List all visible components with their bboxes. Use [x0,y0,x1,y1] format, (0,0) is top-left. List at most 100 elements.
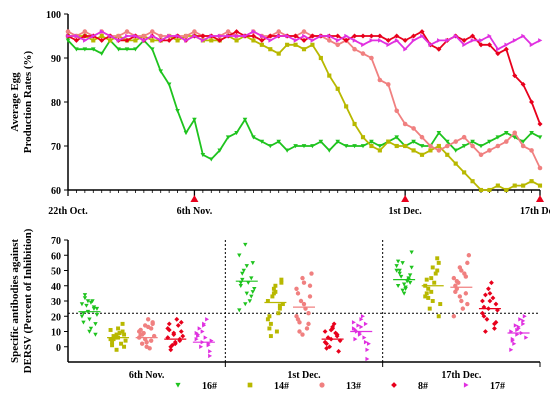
dot-14# [423,294,428,299]
dot-16# [409,250,414,255]
dot-17# [200,329,205,334]
point-16# [470,139,475,144]
dot-13# [309,271,314,276]
dot-8# [493,301,499,307]
point-13# [158,33,164,39]
point-16# [487,139,492,144]
dot-13# [306,311,311,316]
dot-14# [277,303,282,308]
point-13# [495,143,501,149]
point-13# [360,51,366,56]
point-8# [124,37,130,43]
point-14# [394,143,399,149]
point-16# [175,108,180,114]
point-8# [495,51,501,57]
point-17# [394,38,400,43]
point-8# [301,37,307,43]
point-14# [327,73,332,78]
dot-8# [483,292,488,298]
dot-13# [463,291,469,296]
point-13# [82,29,88,34]
legend-label-13#: 13# [346,381,361,392]
point-8# [377,33,383,39]
point-13# [369,55,374,61]
point-17# [217,33,223,39]
point-16# [149,47,155,52]
dot-8# [492,326,497,331]
point-8# [512,73,518,79]
dot-8# [333,330,339,336]
dot-14# [271,286,276,291]
dot-17# [196,333,201,339]
legend-label-8#: 8# [418,381,428,392]
dot-8# [322,339,328,345]
point-16# [82,47,88,52]
point-14# [209,38,214,43]
point-17# [99,29,105,34]
point-17# [403,46,408,52]
dot-8# [324,345,330,351]
dot-8# [483,329,488,334]
dot-14# [122,332,127,337]
dot-17# [359,324,364,330]
point-17# [378,38,383,43]
point-13# [537,165,543,171]
point-8# [385,37,391,43]
point-16# [335,139,341,144]
point-17# [209,33,214,39]
point-17# [91,33,96,39]
point-13# [529,148,534,153]
dot-13# [298,298,304,304]
dot-14# [432,280,437,285]
dot-17# [199,344,204,349]
point-13# [470,143,475,149]
point-14# [369,143,374,149]
point-14# [470,179,475,184]
dot-16# [82,293,88,298]
point-13# [444,143,450,149]
point-14# [403,143,408,149]
dot-17# [524,335,529,340]
point-14# [453,161,458,166]
dot-8# [172,341,178,347]
dot-17# [521,321,526,327]
point-8# [82,33,88,39]
dot-14# [276,311,281,316]
bottom-x-tick-label: 17th Dec. [441,370,481,381]
dot-14# [117,331,122,336]
point-16# [74,47,79,52]
dot-14# [436,260,441,265]
dot-16# [249,294,254,299]
dot-17# [360,314,365,319]
legend-label-17#: 17# [490,381,505,392]
dot-13# [306,321,311,327]
dot-17# [194,330,199,336]
point-13# [352,46,357,52]
point-13# [453,139,459,144]
dot-8# [174,316,180,322]
point-17# [133,33,138,39]
point-17# [192,33,197,39]
dot-13# [463,274,469,279]
dot-14# [424,291,429,296]
dot-13# [150,320,155,325]
dot-17# [194,336,199,342]
bottom-y-tick-label: 50 [51,267,61,278]
point-8# [166,37,172,43]
dot-13# [465,260,470,266]
point-14# [411,148,416,153]
dot-16# [238,283,243,288]
point-14# [386,139,391,144]
dot-8# [324,341,330,347]
point-16# [65,38,71,43]
point-14# [495,183,500,188]
dot-17# [353,336,358,342]
dot-13# [139,332,145,337]
point-8# [529,99,535,105]
dot-8# [480,310,485,316]
dot-17# [205,317,210,322]
dot-16# [82,296,88,301]
point-17# [512,38,518,43]
point-8# [419,29,425,35]
